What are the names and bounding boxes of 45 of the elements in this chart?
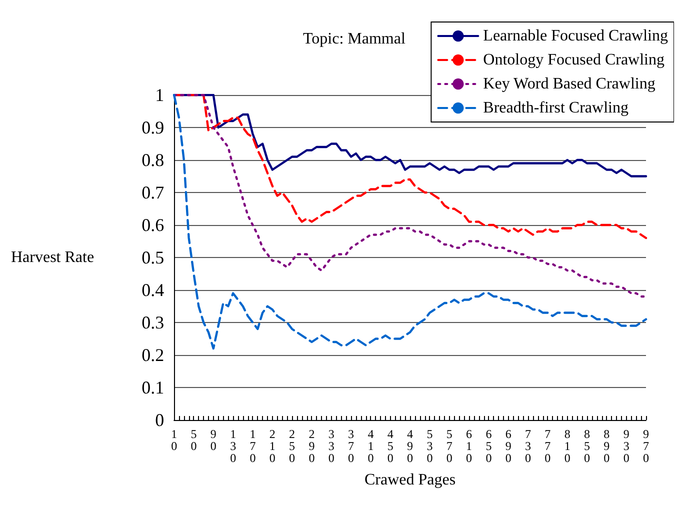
- x-tick-label: 170: [250, 427, 256, 465]
- x-axis-title: Crawed Pages: [364, 472, 456, 488]
- y-tick-label: 0.7: [142, 182, 164, 202]
- x-tick-label: 290: [308, 427, 315, 465]
- y-tick-label: 0.2: [142, 345, 164, 365]
- x-tick-label: 490: [407, 427, 414, 465]
- y-tick-label: 0.6: [142, 215, 164, 235]
- legend-label: Breadth-first Crawling: [483, 100, 628, 116]
- x-tick-label: 650: [486, 427, 492, 465]
- x-tick-label: 450: [387, 427, 394, 465]
- y-tick-label: 0.8: [142, 150, 164, 170]
- x-tick-label: 50: [190, 427, 197, 453]
- line-series: [172, 94, 648, 350]
- line-series: [172, 94, 648, 298]
- y-tick-label: 0.3: [142, 312, 164, 332]
- x-tick-label: 90: [210, 427, 216, 453]
- legend-label: Ontology Focused Crawling: [483, 52, 664, 68]
- x-tick-label: 210: [269, 427, 276, 465]
- x-tick-label: 610: [466, 427, 472, 465]
- y-axis-title: Harvest Rate: [11, 249, 94, 266]
- x-tick-label: 890: [604, 427, 610, 465]
- y-tick-label: 1: [155, 85, 164, 105]
- x-tick-label: 530: [426, 427, 433, 465]
- x-tick-label: 10: [171, 427, 178, 453]
- y-tick-label: 0.1: [142, 378, 164, 398]
- x-tick-label: 930: [623, 427, 630, 465]
- x-tick-label: 370: [348, 427, 354, 465]
- legend-label: Learnable Focused Crawling: [483, 28, 668, 44]
- x-tick-label: 690: [505, 427, 512, 465]
- x-tick-label: 130: [230, 427, 236, 465]
- legend-label: Key Word Based Crawling: [483, 76, 656, 92]
- y-tick-label: 0.5: [142, 248, 164, 268]
- x-tick-label: 330: [328, 427, 334, 465]
- x-tick-label: 970: [643, 427, 649, 465]
- x-tick-label: 770: [544, 427, 551, 465]
- y-tick-label: 0.9: [142, 118, 164, 138]
- y-tick-label: 0.4: [142, 280, 164, 300]
- x-tick-label: 810: [564, 427, 570, 465]
- chart-title: Topic: Mammal: [303, 30, 406, 48]
- x-tick-label: 250: [289, 427, 296, 465]
- x-tick-label: 850: [584, 427, 590, 465]
- x-tick-label: 570: [446, 427, 452, 465]
- x-tick-label: 410: [368, 427, 374, 465]
- y-tick-label: 0: [155, 410, 164, 430]
- x-tick-label: 730: [525, 427, 532, 465]
